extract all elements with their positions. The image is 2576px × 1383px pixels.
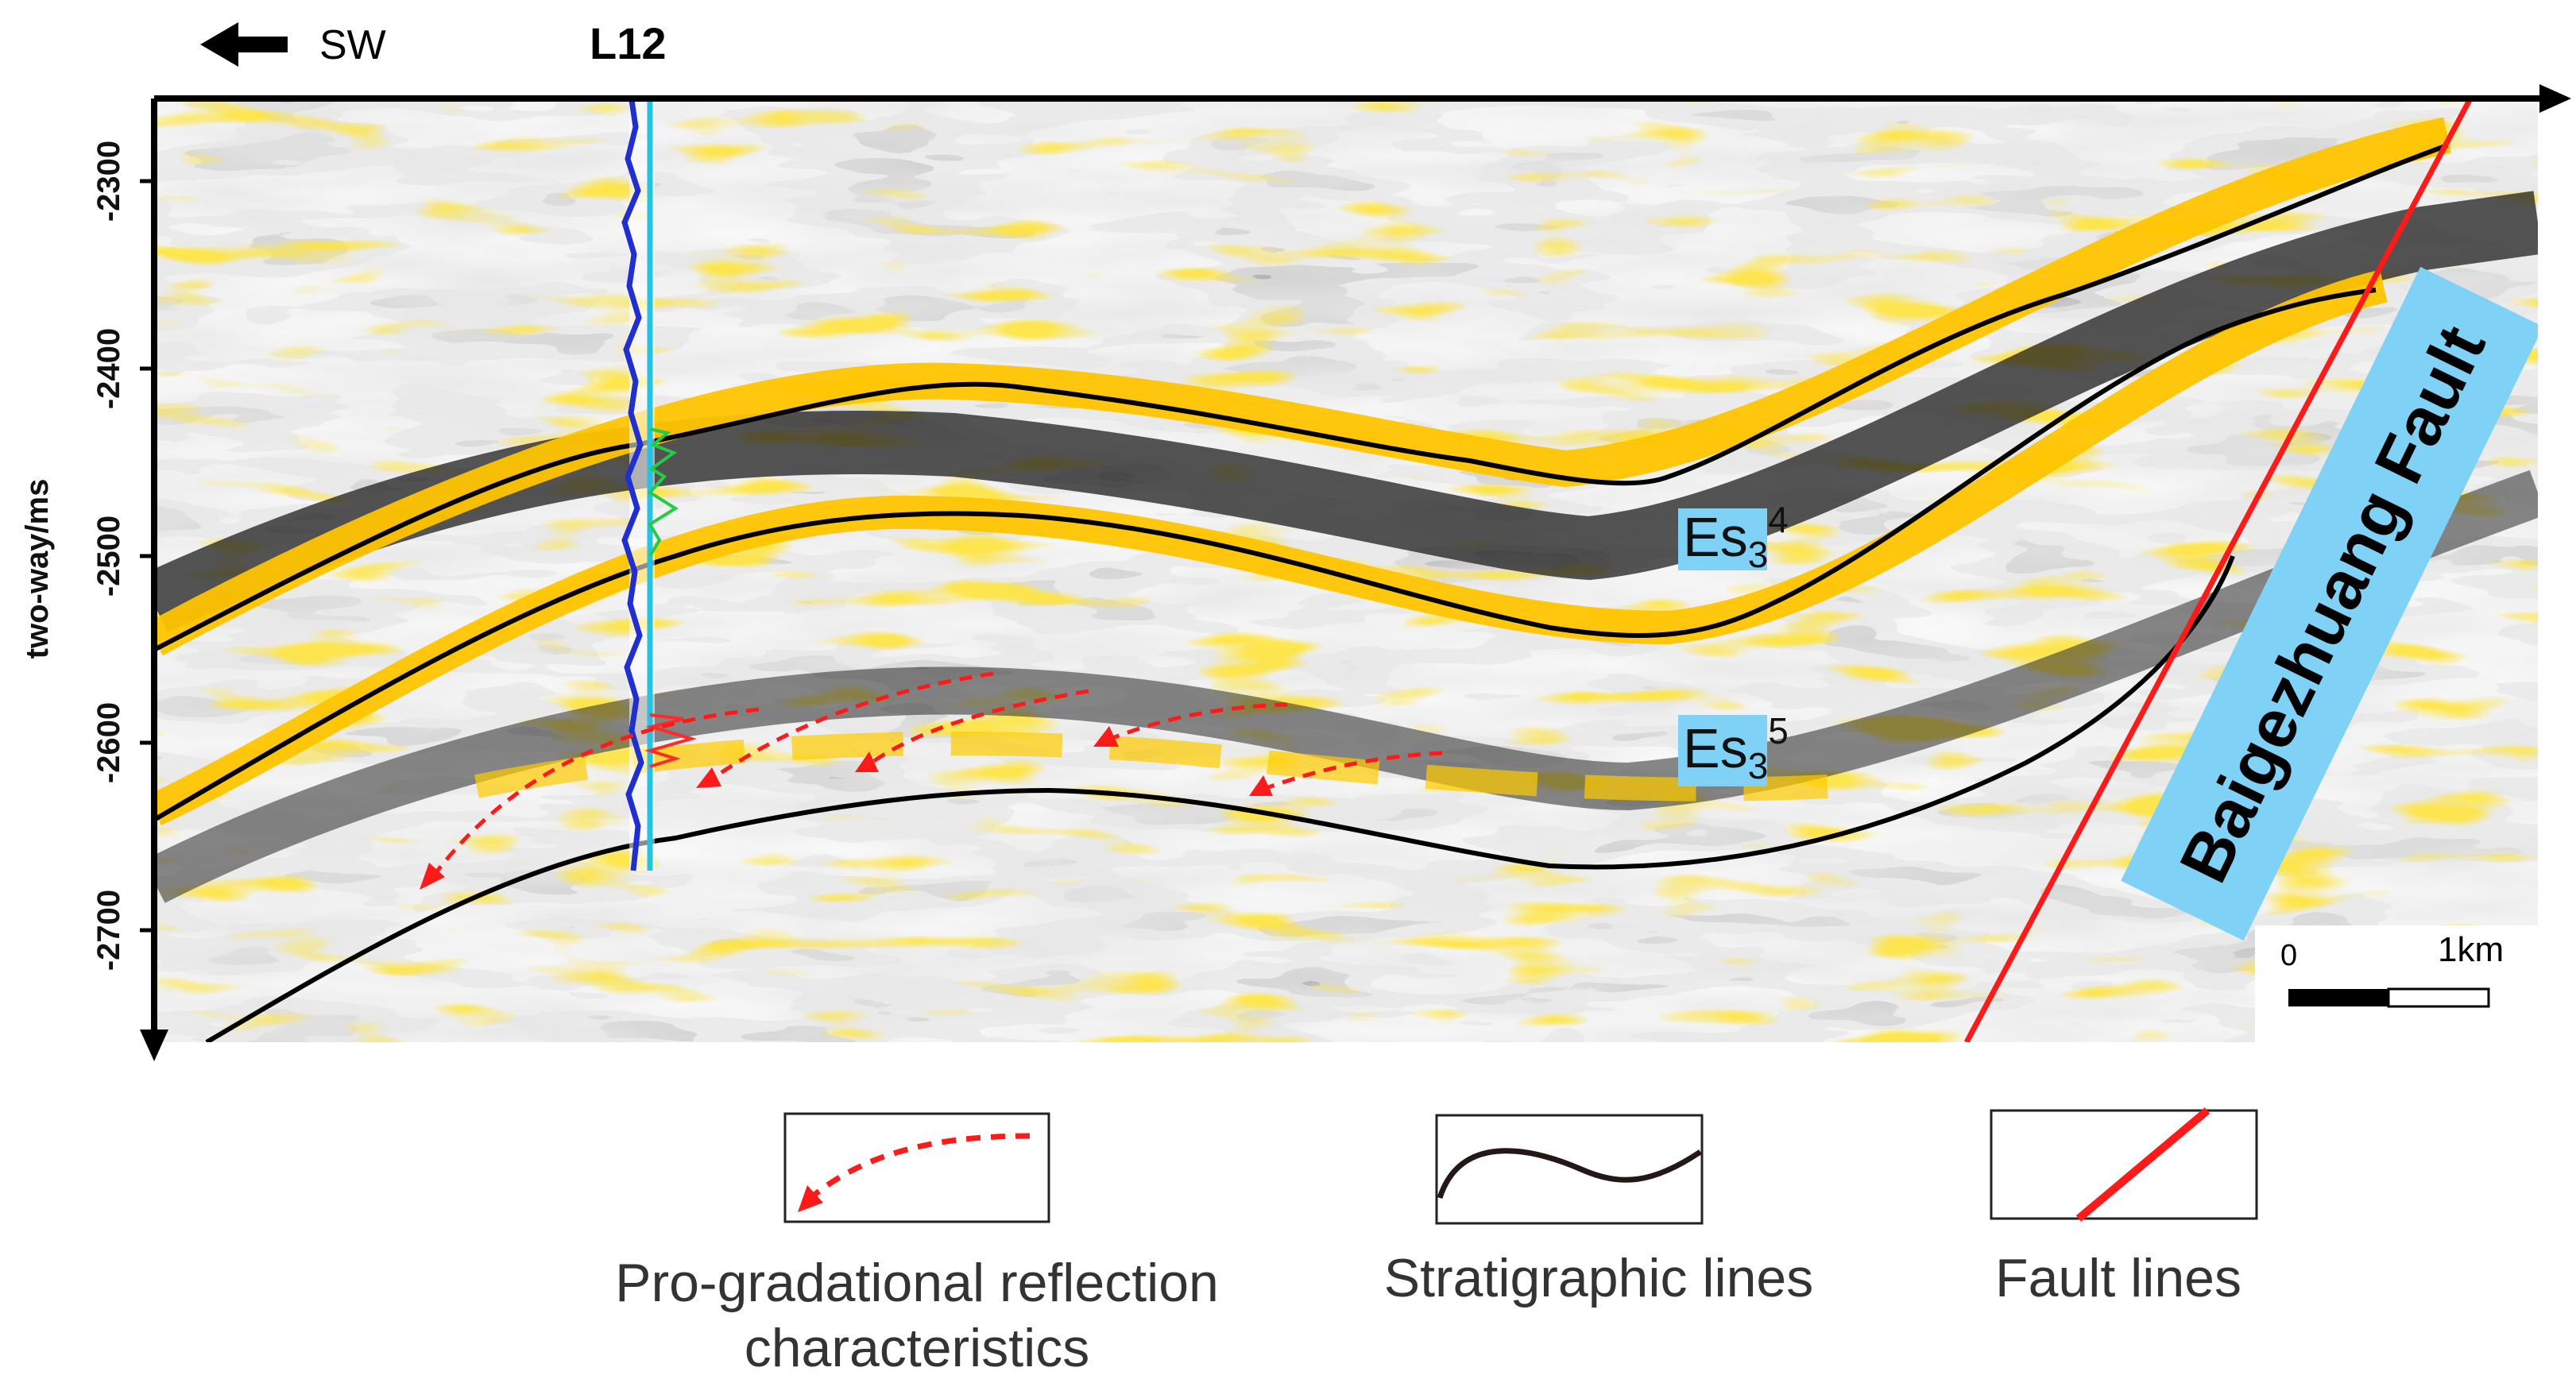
legend-arrowhead-icon: [798, 1185, 823, 1212]
svg-text:Es35: Es35: [1683, 710, 1789, 786]
seismic-panel: Es34 Es35 Baigezhuang Fault: [154, 100, 2538, 1042]
y-tick-label: -2700: [91, 890, 126, 971]
well-log-curve-red: [644, 713, 698, 768]
unit-lower-base: Es: [1683, 717, 1748, 779]
scale-bar-end: 1km: [2438, 930, 2504, 969]
y-ticks: [140, 179, 154, 933]
scale-bar: 0 1km: [2280, 930, 2504, 1008]
well-log-curve-green: [647, 427, 679, 558]
well-log: [621, 100, 698, 871]
x-axis-arrowhead: [2539, 84, 2571, 113]
svg-text:Es34: Es34: [1683, 499, 1789, 575]
reflector-band-yellow-upper: [154, 117, 2451, 656]
prograde-arrow-4: [1104, 702, 1288, 744]
scale-bar-solid: [2288, 989, 2388, 1006]
reflector-band-yellow-deep: [474, 732, 1828, 802]
legend-swatch-box: [1435, 1114, 1704, 1225]
legend-label-line1: Pro-gradational reflection: [615, 1253, 1219, 1313]
y-tick-label: -2500: [91, 516, 126, 597]
legend-label: Stratigraphic lines: [1384, 1248, 1813, 1308]
prograde-arrow-5: [1259, 751, 1443, 793]
scale-bar-start: 0: [2280, 939, 2297, 972]
prograde-arrow-2: [706, 671, 994, 785]
well-log-curve-blue: [621, 100, 644, 871]
legend-prograde-arrow-icon: [808, 1133, 1031, 1200]
unit-upper-base: Es: [1683, 506, 1748, 568]
axes: -2300 -2400 -2500 -2600 -2700 two-way/ms: [20, 84, 2571, 1061]
unit-upper-sup: 4: [1768, 499, 1789, 540]
unit-upper-sub: 3: [1748, 534, 1769, 575]
direction-indicator: SW: [200, 22, 386, 68]
horizon-lower: [205, 554, 2235, 1042]
well-label: L12: [590, 18, 667, 68]
legend: Pro-gradational reflection characteristi…: [615, 1107, 2258, 1378]
unit-lower-sub: 3: [1748, 745, 1769, 786]
y-tick-label: -2600: [91, 702, 126, 783]
legend-label-line2: characteristics: [745, 1318, 1090, 1378]
legend-swatch-box: [783, 1112, 1050, 1223]
fault-line: [1963, 100, 2473, 1042]
horizon-upper: [154, 143, 2449, 652]
direction-label: SW: [319, 22, 386, 68]
legend-label: Fault lines: [1995, 1248, 2241, 1308]
arrow-left-icon: [200, 22, 288, 67]
progradational-arrowheads: [420, 726, 1273, 890]
y-axis-label: two-way/ms: [20, 479, 55, 659]
unit-label-es3-4: Es34: [1678, 499, 1789, 575]
y-axis-arrowhead: [140, 1030, 168, 1061]
prograde-arrow-1: [427, 707, 760, 883]
legend-stratigraphic-line-icon: [1437, 1148, 1702, 1200]
legend-fault-line-icon: [2075, 1107, 2210, 1222]
unit-label-es3-5: Es35: [1678, 710, 1789, 786]
legend-item-fault: Fault lines: [1990, 1107, 2258, 1308]
y-tick-label: -2300: [91, 141, 126, 222]
reflector-band-dark-lower: [154, 469, 2538, 903]
y-tick-label: -2400: [91, 328, 126, 409]
legend-swatch-box: [1990, 1109, 2258, 1220]
scale-bar-open: [2387, 987, 2490, 1008]
unit-lower-sup: 5: [1768, 710, 1789, 751]
legend-item-progradational: Pro-gradational reflection characteristi…: [615, 1112, 1219, 1378]
horizon-middle: [154, 288, 2377, 822]
prograde-arrow-3: [864, 689, 1089, 769]
legend-item-stratigraphic: Stratigraphic lines: [1384, 1114, 1813, 1308]
progradational-arrows: [427, 671, 1443, 883]
